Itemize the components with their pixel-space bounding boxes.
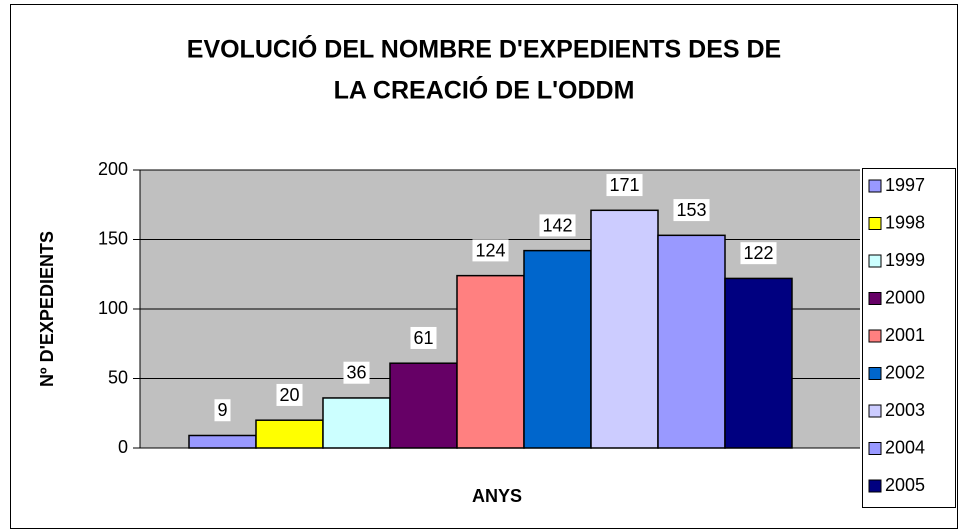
- data-label-bg: [276, 383, 303, 406]
- data-label: 124: [475, 240, 505, 260]
- bar: [188, 434, 257, 449]
- legend-swatch: [868, 292, 882, 305]
- legend-swatch: [868, 479, 882, 493]
- legend-label: 1997: [885, 175, 925, 195]
- legend-label: 2002: [885, 362, 925, 382]
- data-label-bg: [606, 174, 643, 197]
- bar: [389, 362, 458, 449]
- chart-title: LA CREACIÓ DE L'ODDM: [334, 75, 635, 105]
- chart-title: EVOLUCIÓ DEL NOMBRE D'EXPEDIENTS DES DE: [187, 34, 781, 64]
- data-label: 9: [217, 400, 227, 420]
- legend-label: 2000: [885, 287, 925, 307]
- bar: [255, 419, 324, 449]
- legend-label: 2005: [885, 475, 925, 495]
- legend-label: 2004: [885, 437, 925, 457]
- legend-swatch: [868, 404, 882, 418]
- legend-swatch: [868, 367, 882, 380]
- y-axis-label: Nº D'EXPEDIENTS: [37, 231, 57, 387]
- data-label: 142: [542, 215, 572, 235]
- legend-swatch: [868, 254, 882, 268]
- bar: [724, 277, 793, 449]
- data-label-bg: [539, 214, 576, 237]
- data-label-bg: [673, 199, 710, 222]
- data-label: 153: [676, 200, 706, 220]
- bar: [456, 274, 525, 449]
- bar: [657, 234, 726, 449]
- y-tick-label: 0: [118, 437, 128, 457]
- legend-label: 2001: [885, 325, 925, 345]
- bar: [523, 249, 592, 449]
- legend-label: 2003: [885, 400, 925, 420]
- y-tick-label: 200: [98, 159, 128, 179]
- data-label: 61: [413, 328, 433, 348]
- legend-swatch: [868, 329, 882, 343]
- y-tick-label: 50: [108, 367, 128, 387]
- data-label: 171: [609, 175, 639, 195]
- y-tick-label: 150: [98, 228, 128, 248]
- legend-label: 1999: [885, 250, 925, 270]
- data-label-bg: [740, 242, 777, 265]
- bar: [590, 209, 659, 449]
- data-label: 20: [279, 385, 299, 405]
- legend-swatch: [868, 179, 882, 193]
- y-tick-label: 100: [98, 298, 128, 318]
- legend-swatch: [868, 217, 882, 230]
- data-label-bg: [343, 361, 370, 384]
- x-axis-label: ANYS: [472, 486, 522, 506]
- legend-label: 1998: [885, 212, 925, 232]
- data-label-bg: [214, 399, 231, 422]
- data-label: 122: [743, 243, 773, 263]
- legend-swatch: [868, 442, 882, 455]
- data-label-bg: [472, 239, 509, 262]
- bar: [322, 397, 391, 449]
- data-label: 36: [346, 363, 366, 383]
- data-label-bg: [410, 326, 437, 349]
